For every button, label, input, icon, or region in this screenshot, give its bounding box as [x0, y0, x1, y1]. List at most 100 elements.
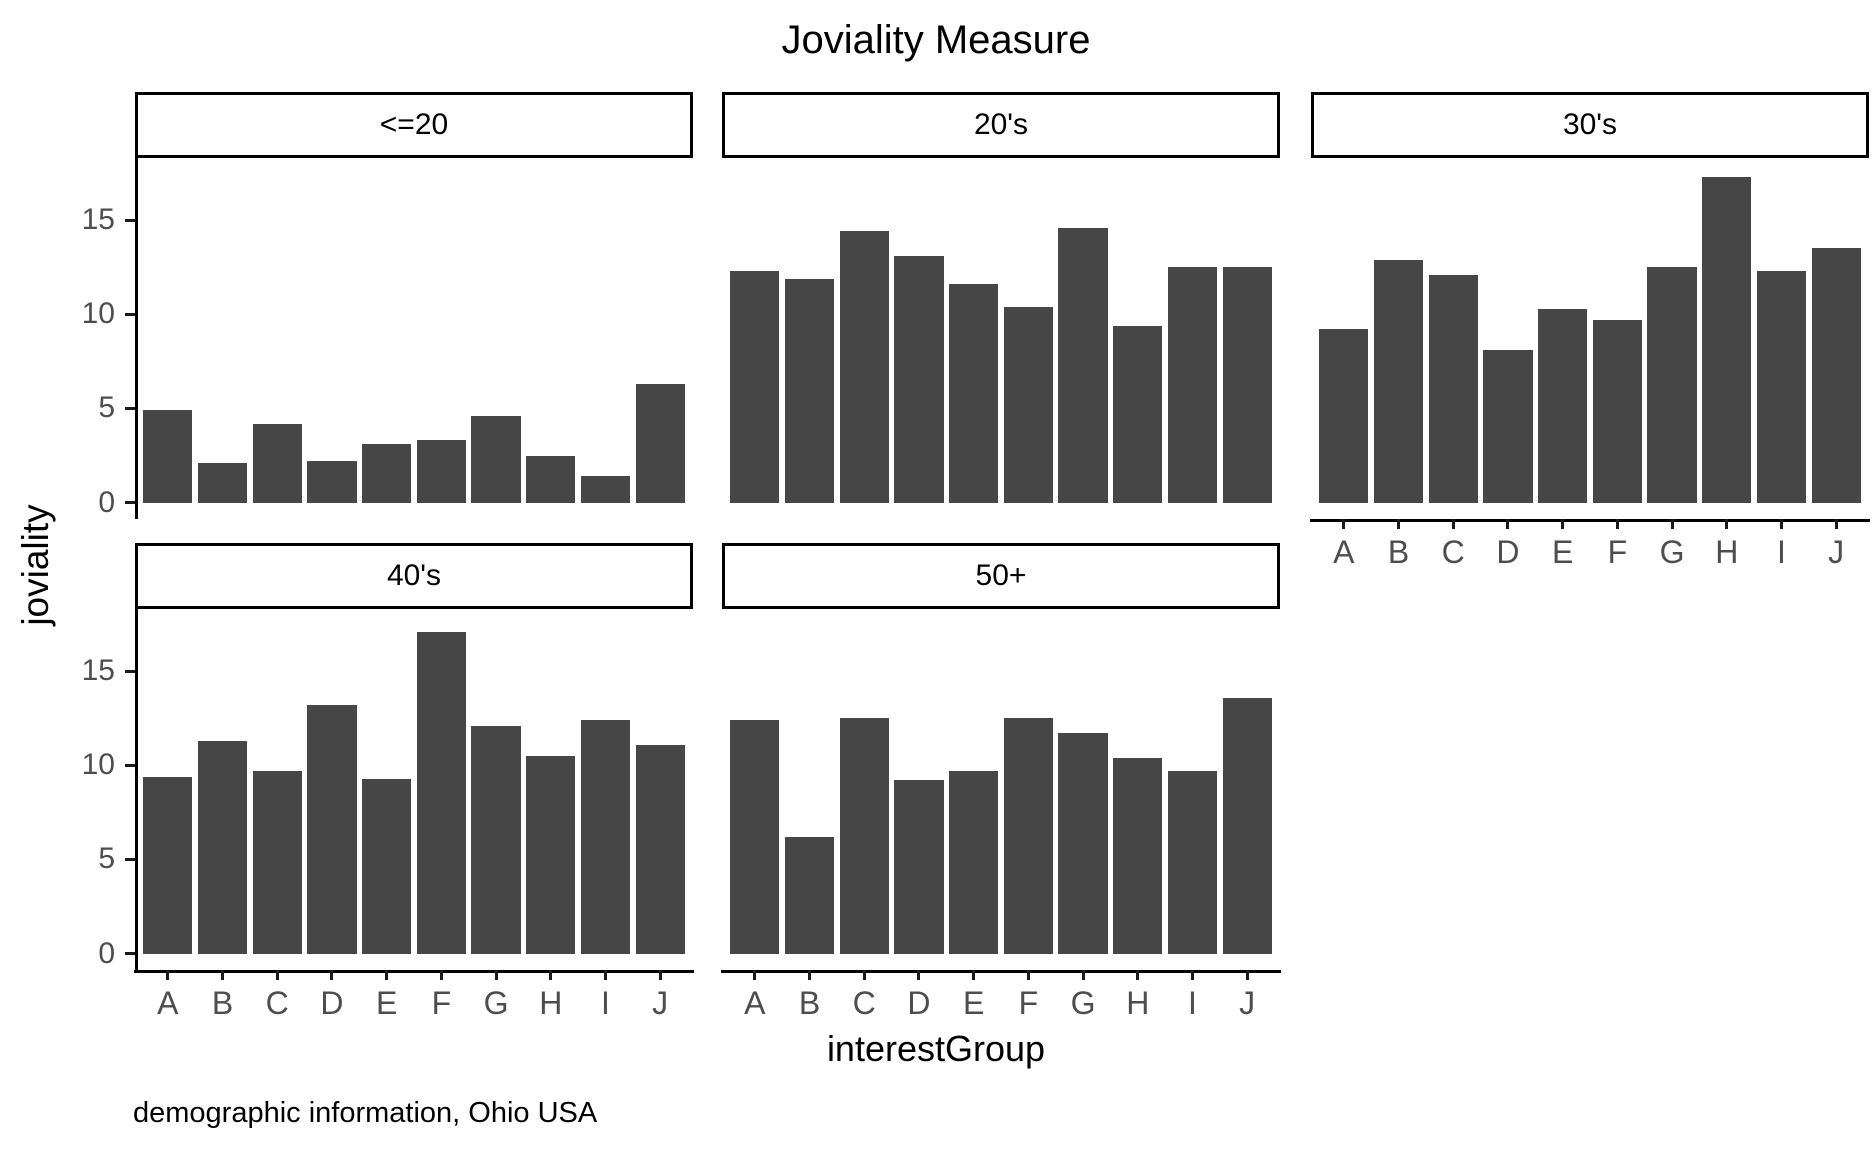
- bar: [1167, 267, 1218, 503]
- x-tick-mark: [549, 970, 553, 980]
- y-tick-label: 15: [81, 203, 115, 237]
- bar: [1811, 248, 1861, 503]
- x-tick-mark: [1136, 970, 1140, 980]
- x-tick-mark: [1026, 970, 1030, 980]
- chart-caption: demographic information, Ohio USA: [133, 1097, 598, 1129]
- facet-strip-label: <=20: [379, 108, 449, 141]
- x-tick-label: I: [1188, 985, 1197, 1021]
- x-tick-label: F: [1607, 534, 1628, 570]
- x-tick-label: B: [798, 985, 821, 1021]
- bar: [839, 718, 889, 954]
- bar: [580, 720, 631, 954]
- bar: [143, 410, 193, 503]
- bar: [635, 384, 685, 503]
- x-axis-line: [1310, 519, 1870, 522]
- x-tick-mark: [917, 970, 921, 980]
- bar: [1003, 306, 1053, 503]
- bar: [1222, 267, 1272, 503]
- bar: [307, 461, 357, 503]
- x-tick-mark: [972, 970, 976, 980]
- bar: [307, 705, 357, 954]
- y-tick-label: 5: [98, 391, 115, 425]
- bar: [197, 463, 248, 503]
- bar: [362, 444, 412, 503]
- bar: [1319, 329, 1369, 503]
- facet-strip-30s: 30's: [1311, 92, 1869, 158]
- x-tick-mark: [221, 970, 225, 980]
- bar: [730, 271, 780, 503]
- facet-strip-label: 40's: [386, 559, 442, 592]
- bar: [1003, 718, 1053, 954]
- x-tick-mark: [1190, 970, 1194, 980]
- x-tick-label: J: [652, 985, 669, 1021]
- x-tick-label: G: [1659, 534, 1685, 570]
- bar: [1113, 325, 1163, 503]
- x-tick-mark: [1397, 519, 1401, 529]
- bar: [1058, 227, 1108, 503]
- y-tick-mark: [125, 406, 135, 410]
- bar: [252, 423, 302, 503]
- facet-strip-20: <=20: [135, 92, 693, 158]
- bar: [416, 440, 466, 503]
- y-tick-label: 5: [98, 842, 115, 876]
- x-tick-label: C: [265, 985, 289, 1021]
- y-tick-mark: [125, 952, 135, 956]
- facet-panel-20s: [722, 158, 1280, 519]
- x-tick-mark: [1615, 519, 1619, 529]
- y-tick-label: 10: [81, 297, 115, 331]
- y-axis-line: [135, 158, 138, 519]
- y-tick-label: 10: [81, 748, 115, 782]
- facet-strip-label: 20's: [973, 108, 1029, 141]
- x-tick-mark: [1779, 519, 1783, 529]
- x-tick-label: A: [744, 985, 766, 1021]
- bar: [1373, 259, 1424, 503]
- bar: [1167, 770, 1218, 954]
- x-tick-mark: [862, 970, 866, 980]
- bar: [1483, 350, 1533, 503]
- y-tick-mark: [125, 763, 135, 767]
- x-tick-label: E: [962, 985, 985, 1021]
- x-tick-mark: [603, 970, 607, 980]
- facet-panel-40s: 0 5 10 15 A B C D E F G H I J: [82, 609, 694, 1020]
- x-tick-label: F: [1018, 985, 1039, 1021]
- bar: [1538, 308, 1588, 503]
- x-tick-label: E: [1551, 534, 1574, 570]
- bar: [197, 740, 248, 954]
- y-tick-label: 15: [81, 654, 115, 688]
- x-tick-label: C: [852, 985, 876, 1021]
- x-tick-label: I: [1777, 534, 1786, 570]
- x-tick-mark: [275, 970, 279, 980]
- x-tick-label: J: [1828, 534, 1845, 570]
- y-axis-title: joviality: [15, 504, 56, 626]
- x-tick-mark: [1245, 970, 1249, 980]
- bar: [894, 255, 944, 503]
- bar: [1702, 176, 1752, 503]
- x-tick-mark: [494, 970, 498, 980]
- bar: [143, 776, 193, 954]
- bar: [1113, 757, 1163, 954]
- x-tick-mark: [1506, 519, 1510, 529]
- x-tick-mark: [330, 970, 334, 980]
- facet-strip-50: 50+: [722, 543, 1280, 609]
- bar: [1647, 267, 1697, 503]
- x-tick-mark: [1670, 519, 1674, 529]
- y-tick-mark: [125, 312, 135, 316]
- y-tick-label: 0: [98, 936, 115, 970]
- x-tick-mark: [658, 970, 662, 980]
- x-tick-mark: [1081, 970, 1085, 980]
- bar: [1592, 319, 1642, 503]
- bar: [730, 720, 780, 954]
- bar: [784, 278, 835, 503]
- y-tick-mark: [125, 857, 135, 861]
- facet-strip-40s: 40's: [135, 543, 693, 609]
- bar: [635, 744, 685, 954]
- x-tick-mark: [1725, 519, 1729, 529]
- x-tick-label: H: [539, 985, 563, 1021]
- bar: [784, 836, 835, 954]
- y-tick-mark: [125, 218, 135, 222]
- x-tick-label: H: [1715, 534, 1739, 570]
- bar: [471, 416, 521, 503]
